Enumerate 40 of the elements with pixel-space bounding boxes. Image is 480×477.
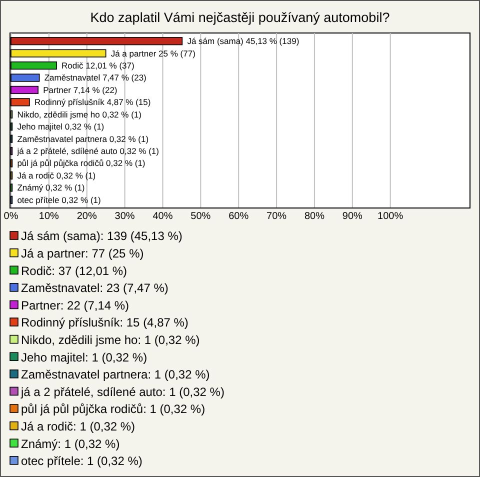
x-tick-label: 90%: [342, 211, 363, 222]
category-label: Známý 0,32 % (1): [17, 182, 85, 193]
text: Rodič: 37 (12,01 %): [21, 264, 128, 278]
x-tick-label: 50%: [190, 211, 211, 222]
category-label: Nikdo, zdědili jsme ho 0,32 % (1): [17, 109, 142, 120]
category-label: Zaměstnavatel partnera 0,32 % (1): [17, 134, 149, 144]
x-tick-label: 70%: [266, 211, 287, 222]
category-label: já a 2 přátelé, sdílené auto 0,32 % (1): [17, 146, 159, 156]
x-tick-label: 40%: [152, 211, 173, 222]
category-label: otec přítele 0,32 % (1): [17, 194, 101, 205]
category-label: Zaměstnavatel 7,47 % (23): [44, 72, 146, 83]
text: Známý: 1 (0,32 %): [21, 436, 120, 451]
category-label: Já a rodič 0,32 % (1): [17, 170, 96, 180]
text: Jeho majitel: 1 (0,32 %): [21, 350, 148, 364]
text: Zaměstnavatel: 23 (7,47 %): [21, 281, 168, 296]
x-tick-label: 100%: [378, 211, 404, 222]
category-label: Já a partner 25 % (77): [110, 48, 196, 58]
text: Nikdo, zdědili jsme ho: 1 (0,32 %): [21, 333, 200, 347]
text: otec přítele: 1 (0,32 %): [21, 454, 142, 468]
x-tick-label: 60%: [228, 211, 249, 222]
category-label: Rodinný příslušník 4,87 % (15): [34, 97, 151, 108]
category-label: půl já půl půjčka rodičů 0,32 % (1): [17, 158, 146, 168]
x-tick-label: 10%: [38, 211, 60, 222]
category-label: Já sám (sama) 45,13 % (139): [187, 36, 300, 46]
x-tick-label: 0%: [4, 211, 18, 222]
text: já a 2 přátelé, sdílené auto: 1 (0,32 %): [20, 384, 224, 399]
x-tick-label: 30%: [114, 211, 135, 222]
text: půl já půl půjčka rodičů: 1 (0,32 %): [21, 402, 206, 416]
category-label: Partner 7,14 % (22): [43, 84, 118, 95]
category-label: Jeho majitel 0,32 % (1): [17, 122, 104, 132]
text: Já sám (sama): 139 (45,13 %): [21, 229, 182, 244]
category-label: Rodič 12,01 % (37): [62, 60, 134, 71]
text: Já a partner: 77 (25 %): [21, 246, 144, 260]
text: Partner: 22 (7,14 %): [21, 298, 130, 312]
text: Zaměstnavatel partnera: 1 (0,32 %): [21, 368, 210, 382]
x-tick-label: 80%: [304, 211, 325, 222]
text: Rodinný příslušník: 15 (4,87 %): [21, 316, 188, 330]
text: Já a rodič: 1 (0,32 %): [21, 420, 136, 434]
x-tick-label: 20%: [76, 211, 97, 222]
chart-title: Kdo zaplatil Vámi nejčastěji používaný automobil?: [90, 10, 390, 25]
